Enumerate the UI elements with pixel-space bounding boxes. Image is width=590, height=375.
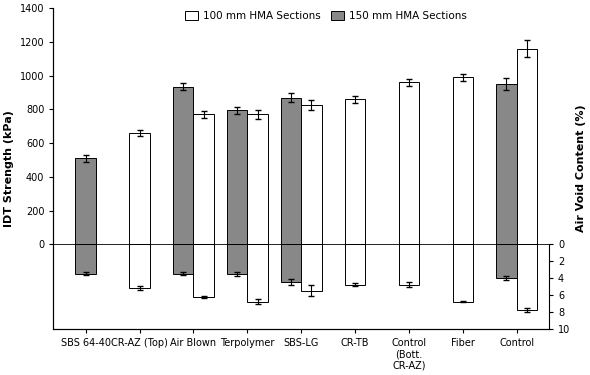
Bar [496,84,517,244]
Bar [453,244,473,302]
Bar [227,110,247,244]
Bar [301,244,322,291]
Y-axis label: Air Void Content (%): Air Void Content (%) [576,105,586,232]
Bar [345,244,365,285]
Bar [496,244,517,278]
Legend: 100 mm HMA Sections, 150 mm HMA Sections: 100 mm HMA Sections, 150 mm HMA Sections [181,7,471,25]
Bar [281,98,301,244]
Bar [76,244,96,274]
Bar [227,244,247,274]
Bar [173,87,194,244]
Bar [194,244,214,297]
Y-axis label: IDT Strength (kPa): IDT Strength (kPa) [4,110,14,227]
Bar [247,244,268,302]
Bar [173,244,194,274]
Bar [194,114,214,244]
Bar [517,49,537,244]
Bar [453,77,473,244]
Bar [301,105,322,244]
Bar [76,158,96,244]
Bar [517,244,537,310]
Bar [345,99,365,244]
Bar [399,244,419,285]
Bar [399,82,419,244]
Bar [281,244,301,282]
Bar [129,133,150,244]
Bar [129,244,150,288]
Bar [247,114,268,244]
